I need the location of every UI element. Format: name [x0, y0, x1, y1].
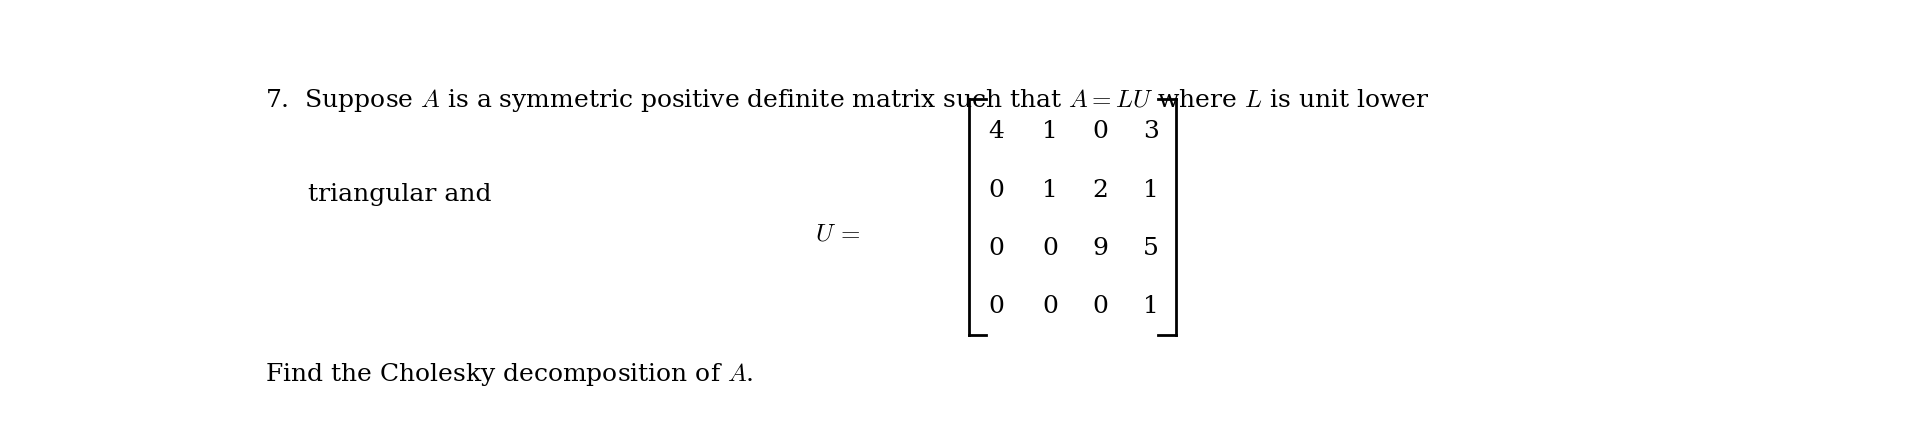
Text: 1: 1: [1142, 178, 1159, 202]
Text: 9: 9: [1093, 237, 1108, 260]
Text: $U\,=$: $U\,=$: [816, 223, 860, 246]
Text: triangular and: triangular and: [308, 183, 491, 206]
Text: 7.  Suppose $A$ is a symmetric positive definite matrix such that $A = LU$ where: 7. Suppose $A$ is a symmetric positive d…: [265, 87, 1431, 115]
Text: 1: 1: [1043, 178, 1058, 202]
Text: 1: 1: [1043, 120, 1058, 143]
Text: 0: 0: [989, 237, 1005, 260]
Text: 5: 5: [1142, 237, 1159, 260]
Text: 4: 4: [989, 120, 1005, 143]
Text: 1: 1: [1142, 295, 1159, 318]
Text: 0: 0: [1043, 237, 1058, 260]
Text: 0: 0: [989, 295, 1005, 318]
Text: 0: 0: [1043, 295, 1058, 318]
Text: 0: 0: [989, 178, 1005, 202]
Text: 3: 3: [1142, 120, 1159, 143]
Text: Find the Cholesky decomposition of $A$.: Find the Cholesky decomposition of $A$.: [265, 361, 754, 388]
Text: 0: 0: [1093, 120, 1108, 143]
Text: 0: 0: [1093, 295, 1108, 318]
Text: 2: 2: [1093, 178, 1108, 202]
